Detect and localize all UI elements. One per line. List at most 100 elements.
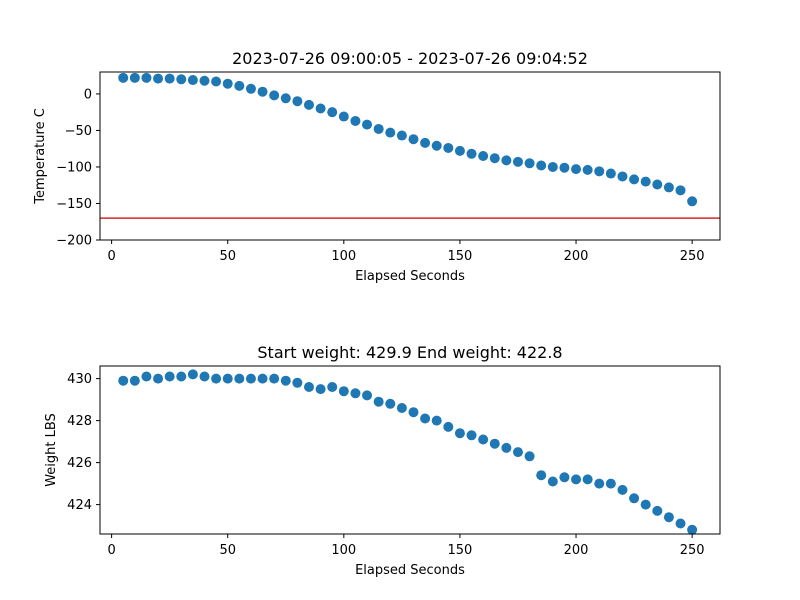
weight-y-tick-label: 430: [67, 372, 92, 387]
weight-y-axis-label: Weight LBS: [44, 413, 59, 487]
weight-point: [141, 371, 152, 382]
weight-x-tick-label: 150: [448, 543, 473, 558]
weight-point: [687, 524, 698, 535]
temperature-point: [303, 99, 314, 110]
temperature-point: [129, 72, 140, 83]
temperature-point: [582, 164, 593, 175]
weight-point: [222, 373, 233, 384]
weight-point: [315, 384, 326, 395]
temperature-point: [153, 73, 164, 84]
temperature-point: [222, 78, 233, 89]
weight-point: [489, 438, 500, 449]
weight-x-tick-label: 100: [331, 543, 356, 558]
weight-point: [257, 373, 268, 384]
weight-point: [396, 403, 407, 413]
temperature-chart-title: 2023-07-26 09:00:05 - 2023-07-26 09:04:5…: [232, 49, 588, 68]
temperature-point: [675, 185, 686, 196]
weight-point: [303, 382, 314, 392]
weight-point: [385, 398, 396, 409]
weight-point: [524, 451, 535, 462]
weight-point: [373, 396, 384, 407]
temperature-x-tick-label: 100: [331, 249, 356, 264]
temperature-point: [176, 74, 187, 85]
temperature-point: [118, 72, 129, 83]
weight-y-tick-label: 424: [67, 498, 92, 513]
temperature-point: [478, 151, 489, 161]
weight-point: [582, 474, 593, 485]
temperature-point: [245, 83, 256, 94]
weight-point: [547, 476, 558, 487]
temperature-point: [466, 148, 477, 159]
temperature-plot-frame: [99, 71, 721, 241]
weight-point: [478, 434, 489, 445]
temperature-point: [640, 176, 651, 187]
weight-point: [292, 377, 303, 388]
weight-x-axis-label: Elapsed Seconds: [355, 563, 465, 578]
temperature-point: [373, 123, 384, 134]
weight-point: [211, 373, 222, 384]
temperature-y-axis-label: Temperature C: [33, 108, 48, 205]
temperature-point: [199, 75, 210, 86]
temperature-y-tick-label: −100: [56, 160, 92, 175]
weight-point: [431, 415, 442, 426]
weight-point: [199, 371, 210, 382]
temperature-point: [512, 156, 523, 167]
weight-point: [571, 474, 582, 485]
weight-point: [443, 421, 454, 432]
weight-point: [118, 375, 129, 386]
weight-point: [408, 407, 419, 418]
temperature-point: [338, 111, 349, 122]
weight-x-tick-label: 0: [107, 543, 115, 558]
weight-point: [629, 493, 640, 504]
temperature-point: [605, 168, 616, 179]
temperature-point: [652, 179, 663, 190]
weight-point: [176, 371, 187, 382]
weight-point: [536, 470, 547, 481]
temperature-y-tick-label: 0: [84, 87, 92, 102]
weight-point: [512, 447, 523, 458]
weight-marks: [118, 369, 698, 535]
weight-point: [466, 430, 477, 441]
temperature-point: [315, 103, 326, 114]
weight-chart-title: Start weight: 429.9 End weight: 422.8: [257, 343, 562, 362]
weight-y-tick-label: 428: [67, 414, 92, 429]
weight-point: [153, 373, 164, 384]
temperature-x-tick-label: 250: [680, 249, 705, 264]
temperature-point: [431, 140, 442, 151]
temperature-point: [687, 196, 698, 207]
temperature-point: [141, 72, 152, 83]
temperature-marks: [100, 72, 720, 219]
weight-point: [559, 472, 570, 483]
temperature-x-axis-label: Elapsed Seconds: [355, 269, 465, 284]
weight-point: [605, 478, 616, 489]
temperature-point: [211, 76, 222, 87]
temperature-point: [536, 160, 547, 171]
temperature-point: [280, 93, 291, 104]
temperature-point: [617, 171, 628, 182]
temperature-point: [327, 107, 338, 118]
temperature-point: [292, 96, 303, 107]
weight-x-tick-label: 50: [219, 543, 236, 558]
temperature-point: [443, 142, 454, 153]
temperature-point: [350, 115, 361, 126]
temperature-y-tick-label: −50: [65, 124, 92, 139]
temperature-point: [571, 164, 582, 175]
weight-point: [280, 375, 291, 386]
temperature-x-tick-label: 0: [107, 249, 115, 264]
weight-point: [454, 428, 465, 439]
weight-point: [675, 518, 686, 529]
temperature-y-tick-label: −200: [56, 234, 92, 249]
weight-point: [245, 373, 256, 384]
temperature-point: [385, 127, 396, 138]
temperature-point: [420, 137, 431, 148]
temperature-point: [454, 145, 465, 156]
weight-y-tick-label: 426: [67, 456, 92, 471]
temperature-point: [663, 182, 674, 193]
temperature-point: [257, 86, 268, 97]
weight-point: [362, 390, 373, 401]
weight-x-tick-label: 250: [680, 543, 705, 558]
temperature-point: [524, 158, 535, 169]
weight-point: [350, 388, 361, 399]
weight-point: [663, 512, 674, 523]
